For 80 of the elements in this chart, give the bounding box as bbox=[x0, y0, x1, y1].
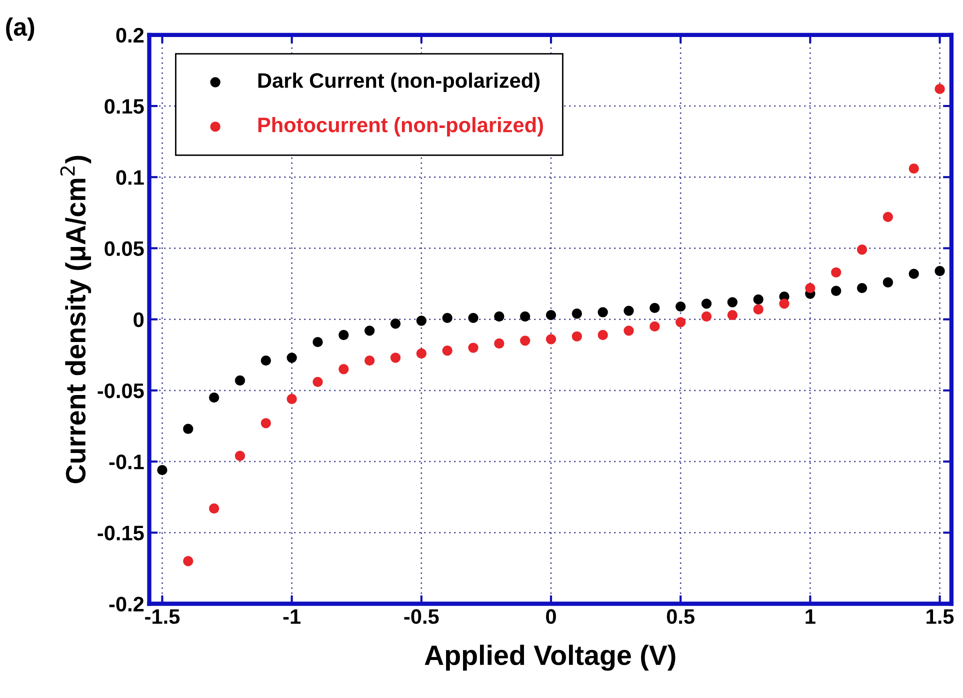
point bbox=[390, 318, 401, 329]
y-tick-label: 0.15 bbox=[104, 99, 144, 114]
point bbox=[779, 298, 790, 309]
legend-label: Dark Current (non-polarized) bbox=[258, 72, 540, 92]
point bbox=[624, 326, 634, 336]
point bbox=[831, 267, 842, 278]
point bbox=[520, 336, 530, 346]
point bbox=[312, 376, 323, 387]
x-tick-label: -1.5 bbox=[145, 609, 180, 624]
point bbox=[753, 294, 764, 305]
point bbox=[494, 311, 504, 322]
point bbox=[208, 392, 220, 403]
point bbox=[805, 282, 816, 294]
point bbox=[494, 338, 504, 349]
y-tick-label: 0.05 bbox=[104, 241, 144, 256]
y-tick-label: 0.1 bbox=[116, 170, 144, 185]
y-tick-label: 0.2 bbox=[116, 28, 144, 43]
point bbox=[312, 337, 323, 348]
point bbox=[286, 394, 297, 404]
point bbox=[598, 330, 608, 340]
y-tick-label: -0.15 bbox=[98, 526, 144, 540]
point bbox=[882, 277, 894, 288]
point bbox=[520, 311, 530, 322]
x-tick-label: 1.5 bbox=[926, 609, 954, 624]
point bbox=[364, 326, 375, 336]
point bbox=[650, 302, 660, 314]
point bbox=[676, 301, 686, 312]
x-tick-label: 0 bbox=[546, 609, 556, 624]
text: (a) bbox=[6, 17, 34, 41]
point bbox=[908, 268, 919, 279]
point bbox=[650, 321, 660, 332]
point bbox=[442, 346, 452, 356]
y-tick-label: -0.1 bbox=[109, 454, 144, 470]
legend-label: Photocurrent (non-polarized) bbox=[258, 117, 543, 136]
point bbox=[442, 312, 452, 323]
point bbox=[183, 424, 194, 434]
point bbox=[416, 348, 426, 359]
point bbox=[416, 316, 426, 326]
x-axis-title: Applied Voltage (V) bbox=[424, 644, 676, 671]
point bbox=[208, 503, 220, 514]
point bbox=[338, 330, 349, 340]
point bbox=[546, 334, 556, 344]
x-tick-label: 0.5 bbox=[666, 609, 694, 624]
x-tick-label: 1 bbox=[806, 609, 816, 624]
point bbox=[157, 465, 168, 476]
point bbox=[234, 375, 246, 386]
point bbox=[831, 286, 842, 296]
y-axis-title: Current density (μA/cm$^{2}$) bbox=[60, 156, 92, 484]
point bbox=[934, 84, 945, 94]
point bbox=[390, 352, 401, 363]
point bbox=[338, 364, 349, 374]
point bbox=[856, 282, 868, 294]
point bbox=[727, 310, 738, 320]
point bbox=[183, 556, 194, 566]
point bbox=[727, 297, 738, 308]
point bbox=[546, 310, 556, 320]
x-tick-label: -1 bbox=[283, 609, 300, 624]
y-tick-label: -0.2 bbox=[109, 596, 144, 612]
point bbox=[908, 164, 919, 174]
point bbox=[260, 355, 271, 366]
point bbox=[676, 317, 686, 328]
point bbox=[856, 244, 868, 255]
point bbox=[624, 306, 634, 316]
point bbox=[286, 352, 297, 363]
point bbox=[753, 304, 764, 314]
point bbox=[260, 418, 271, 428]
point bbox=[701, 311, 712, 322]
point bbox=[364, 355, 375, 366]
point bbox=[572, 331, 582, 342]
x-tick-label: -0.5 bbox=[404, 609, 439, 624]
point bbox=[468, 312, 478, 323]
point bbox=[234, 450, 246, 461]
point bbox=[701, 298, 712, 309]
y-tick-label: 0 bbox=[134, 312, 144, 328]
point bbox=[468, 342, 478, 353]
point bbox=[882, 212, 894, 222]
point bbox=[572, 308, 582, 319]
point bbox=[934, 266, 945, 276]
y-tick-label: -0.05 bbox=[98, 383, 144, 398]
point bbox=[598, 307, 608, 318]
